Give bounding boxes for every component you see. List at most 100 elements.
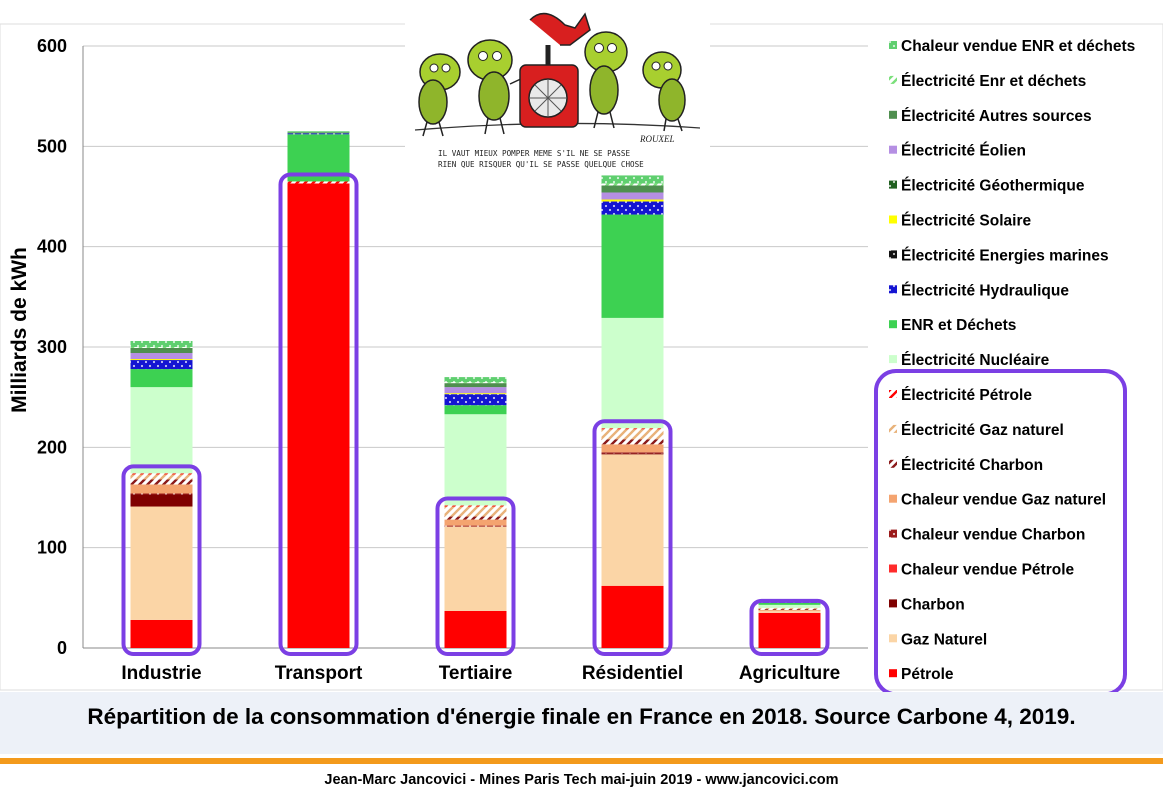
bar-segment-transport-chaleur-vendue-enr-et-dechets: [287, 131, 350, 133]
creature-left-2: [467, 39, 541, 135]
y-tick-label: 400: [37, 237, 67, 257]
bar-segment-industrie-electricite-charbon: [130, 479, 193, 485]
x-category-tertiaire: Tertiaire: [439, 663, 513, 684]
legend-swatch-electricite-geothermique: [889, 180, 897, 189]
bar-segment-residentiel-gaz-naturel: [601, 454, 664, 586]
legend-swatch-electricite-charbon: [889, 459, 897, 468]
bar-segment-agriculture-enr-et-dechets: [758, 602, 821, 605]
legend-swatch-chaleur-vendue-charbon: [889, 529, 897, 538]
y-axis-label: Milliards de kWh: [8, 247, 31, 413]
bar-stack-industrie: [130, 340, 193, 648]
cartoon-caption-line1: IL VAUT MIEUX POMPER MEME S'IL NE SE PAS…: [438, 149, 630, 158]
bar-segment-residentiel-chaleur-vendue-enr-et-dechets: [601, 175, 664, 184]
legend-swatch-electricite-enr-et-dechets: [889, 75, 897, 84]
bar-segment-residentiel-electricite-hydraulique: [601, 201, 664, 215]
legend-label-charbon: Charbon: [901, 596, 965, 613]
legend-swatch-chaleur-vendue-petrole: [889, 564, 897, 573]
y-tick-label: 600: [37, 36, 67, 56]
bar-segment-residentiel-electricite-petrole: [601, 428, 664, 430]
bar-segment-tertiaire-electricite-charbon: [444, 516, 507, 520]
bar-segment-industrie-electricite-autres-sources: [130, 348, 193, 354]
legend-label-electricite-hydraulique: Électricité Hydraulique: [901, 282, 1069, 299]
bar-stack-tertiaire: [444, 377, 507, 648]
legend-label-electricite-charbon: Électricité Charbon: [901, 457, 1043, 474]
legend-swatch-petrole: [889, 669, 897, 678]
bar-segment-transport-petrole: [287, 183, 350, 648]
legend-label-electricite-solaire: Électricité Solaire: [901, 213, 1031, 230]
bar-segment-industrie-petrole: [130, 619, 193, 648]
legend-swatch-electricite-autres-sources: [889, 110, 897, 119]
bar-segment-tertiaire-gaz-naturel: [444, 526, 507, 611]
bar-segment-tertiaire-chaleur-vendue-enr-et-dechets: [444, 377, 507, 383]
bar-segment-tertiaire-chaleur-vendue-gaz-naturel: [444, 519, 507, 526]
bar-segment-agriculture-electricite-charbon: [758, 608, 821, 610]
bar-segment-industrie-gaz-naturel: [130, 506, 193, 620]
bar-stack-residentiel: [601, 175, 664, 648]
legend-label-chaleur-vendue-gaz-naturel: Chaleur vendue Gaz naturel: [901, 492, 1106, 509]
bar-segment-tertiaire-electricite-enr-et-dechets: [444, 382, 507, 384]
bar-segment-industrie-electricite-petrole: [130, 473, 193, 475]
bar-segment-transport-electricite-hydraulique: [287, 133, 350, 135]
bar-stack-agriculture: [758, 600, 821, 648]
bar-segment-industrie-charbon: [130, 494, 193, 507]
fossil-highlight-tertiaire: [435, 496, 516, 656]
legend-label-petrole: Pétrole: [901, 666, 954, 683]
legend-label-chaleur-vendue-charbon: Chaleur vendue Charbon: [901, 527, 1085, 544]
legend-swatch-electricite-energies-marines: [889, 250, 897, 259]
bar-segment-residentiel-chaleur-vendue-gaz-naturel: [601, 444, 664, 453]
bar-segment-residentiel-chaleur-vendue-charbon: [601, 452, 664, 454]
footer-credit: Jean-Marc Jancovici - Mines Paris Tech m…: [324, 772, 839, 788]
fossil-highlight-residentiel: [592, 419, 673, 656]
bar-segment-industrie-chaleur-vendue-charbon: [130, 493, 193, 495]
legend-label-electricite-gaz-naturel: Électricité Gaz naturel: [901, 422, 1064, 439]
bar-segment-tertiaire-electricite-petrole: [444, 505, 507, 507]
legend-swatch-chaleur-vendue-enr-et-dechets: [889, 41, 897, 49]
bar-segment-tertiaire-electricite-autres-sources: [444, 383, 507, 388]
y-tick-label: 200: [37, 437, 67, 457]
fossil-highlight-transport: [278, 172, 359, 656]
pump-machine: [519, 12, 591, 128]
bar-segment-agriculture-petrole: [758, 612, 821, 648]
footer-rule: [0, 758, 1163, 764]
bar-segment-residentiel-electricite-nucleaire: [601, 317, 664, 429]
legend-label-electricite-geothermique: Électricité Géothermique: [901, 178, 1085, 195]
bar-segment-industrie-chaleur-vendue-enr-et-dechets: [130, 340, 193, 347]
bar-segment-residentiel-electricite-solaire: [601, 199, 664, 202]
x-category-transport: Transport: [275, 663, 363, 684]
bar-segment-industrie-electricite-hydraulique: [130, 360, 193, 370]
creature-left-1: [418, 53, 461, 137]
legend-label-electricite-petrole: Électricité Pétrole: [901, 387, 1032, 404]
bar-segment-residentiel-charbon: [601, 453, 664, 455]
bar-segment-industrie-electricite-nucleaire: [130, 387, 193, 474]
creature-right-1: [584, 31, 628, 129]
bar-segment-transport-electricite-autres-sources: [287, 132, 350, 134]
bar-segment-tertiaire-petrole: [444, 610, 507, 648]
legend-swatch-electricite-nucleaire: [889, 355, 897, 364]
bar-segment-tertiaire-electricite-eolien: [444, 387, 507, 394]
x-category-residentiel: Résidentiel: [582, 663, 683, 684]
legend-label-electricite-enr-et-dechets: Électricité Enr et déchets: [901, 73, 1086, 90]
legend-swatch-chaleur-vendue-gaz-naturel: [889, 494, 897, 503]
cartoon-caption-line2: RIEN QUE RISQUER QU'IL SE PASSE QUELQUE …: [438, 160, 644, 169]
legend-swatch-gaz-naturel: [889, 634, 897, 643]
bar-segment-industrie-electricite-eolien: [130, 353, 193, 360]
y-tick-label: 300: [37, 337, 67, 357]
bar-segment-residentiel-petrole: [601, 585, 664, 648]
bar-segment-transport-electricite-petrole: [287, 181, 350, 184]
legend-swatch-enr-et-dechets: [889, 320, 897, 329]
fossil-highlight-industrie: [121, 464, 202, 657]
bar-segment-residentiel-electricite-eolien: [601, 192, 664, 200]
cartoon-illustration: ROUXEL IL VAUT MIEUX POMPER MEME S'IL NE…: [405, 0, 710, 170]
bar-segment-tertiaire-enr-et-dechets: [444, 405, 507, 415]
bar-segment-tertiaire-electricite-gaz-naturel: [444, 506, 507, 517]
bar-segment-tertiaire-electricite-nucleaire: [444, 414, 507, 506]
legend-label-enr-et-dechets: ENR et Déchets: [901, 317, 1016, 334]
legend-label-electricite-autres-sources: Électricité Autres sources: [901, 108, 1092, 125]
legend-label-chaleur-vendue-petrole: Chaleur vendue Pétrole: [901, 562, 1075, 579]
caption-band: [0, 692, 1163, 754]
legend-swatch-electricite-eolien: [889, 145, 897, 154]
bar-segment-tertiaire-electricite-hydraulique: [444, 394, 507, 406]
bar-segment-industrie-electricite-gaz-naturel: [130, 474, 193, 480]
bar-segment-industrie-chaleur-vendue-gaz-naturel: [130, 484, 193, 494]
